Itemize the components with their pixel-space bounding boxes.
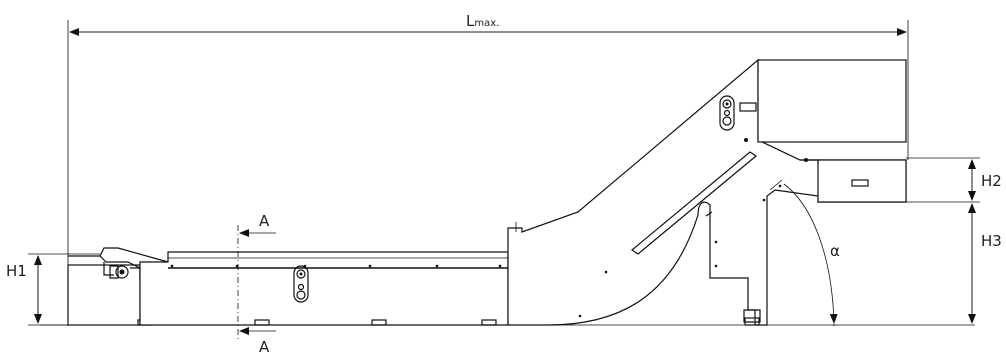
tail-drive-unit [67, 247, 169, 326]
head-tensioner-icon [719, 95, 735, 131]
h2-dimension: H2 [906, 157, 1002, 203]
h3-label: H3 [981, 232, 1002, 250]
tensioner-icon [293, 265, 309, 303]
angle-dimension: α [769, 179, 840, 326]
section-label-bottom: A [259, 338, 270, 356]
drive-motor-icon [115, 265, 129, 279]
h1-label: H1 [6, 262, 27, 280]
horizontal-section [139, 251, 509, 326]
section-label-top: A [259, 212, 270, 230]
h3-dimension: H3 [968, 203, 1002, 324]
inclined-section [507, 58, 907, 326]
section-cut-a: A A [237, 212, 276, 356]
h1-dimension: H1 [6, 253, 100, 326]
angle-label: α [830, 242, 840, 260]
h2-label: H2 [981, 172, 1002, 190]
length-label: Lmax. [466, 12, 499, 30]
